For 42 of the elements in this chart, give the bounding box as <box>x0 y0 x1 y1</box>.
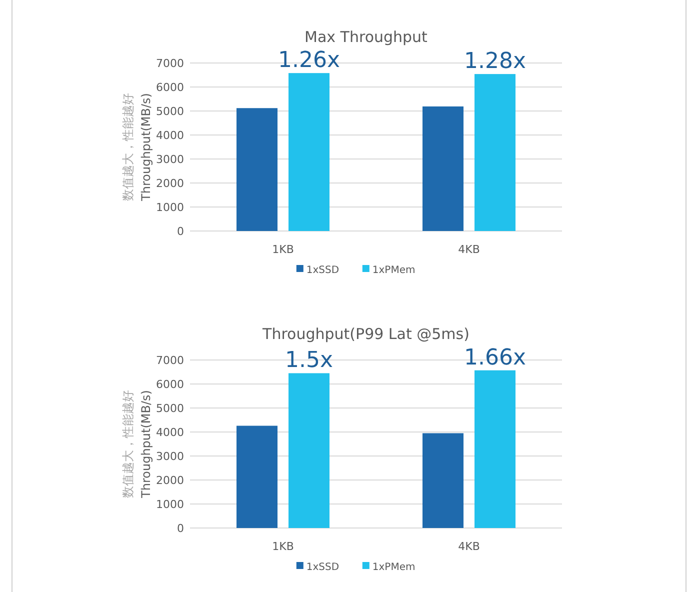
annotation: 1.5x <box>284 348 334 374</box>
legend-label: 1xPMem <box>372 265 416 276</box>
bar <box>236 108 278 231</box>
text: 数值越大，性能越好 <box>121 390 135 498</box>
chart-title: Throughput(P99 Lat @5ms) <box>262 325 470 343</box>
legend-label: 1xSSD <box>306 265 340 276</box>
y-tick-label: 6000 <box>156 378 184 391</box>
chart-title: Max Throughput <box>304 28 428 46</box>
y-tick-label: 0 <box>177 225 184 238</box>
x-tick-label: 4KB <box>458 243 480 256</box>
bar <box>288 373 330 528</box>
bar <box>288 73 330 231</box>
y-tick-label: 4000 <box>156 426 184 439</box>
legend-label: 1xSSD <box>306 562 340 573</box>
y-tick-label: 7000 <box>156 57 184 70</box>
annotation: 1.66x <box>464 345 526 370</box>
x-tick-label: 1KB <box>272 540 294 553</box>
bar <box>236 426 278 528</box>
y-tick-label: 3000 <box>156 450 184 463</box>
y-tick-label: 2000 <box>156 177 184 190</box>
y-tick-label: 0 <box>177 522 184 535</box>
y-tick-label: 6000 <box>156 81 184 94</box>
y-tick-label: 1000 <box>156 498 184 511</box>
annotation: 1.26x <box>278 48 340 74</box>
bar <box>474 370 516 528</box>
y-tick-label: 5000 <box>156 105 184 118</box>
y-tick-label: 2000 <box>156 474 184 487</box>
y-tick-label: 1000 <box>156 201 184 214</box>
y-axis-title: Throughput(MB/s) <box>139 93 153 202</box>
y-axis-title: Throughput(MB/s) <box>139 390 153 499</box>
text: 数值越大，性能越好 <box>121 93 135 201</box>
annotation: 1.28x <box>464 49 526 74</box>
legend-label: 1xPMem <box>372 562 416 573</box>
bar <box>422 106 464 231</box>
y-tick-label: 4000 <box>156 129 184 142</box>
x-tick-label: 1KB <box>272 243 294 256</box>
y-tick-label: 3000 <box>156 153 184 166</box>
y-tick-label: 7000 <box>156 354 184 367</box>
x-tick-label: 4KB <box>458 540 480 553</box>
y-tick-label: 5000 <box>156 402 184 415</box>
bar <box>422 433 464 528</box>
bar <box>474 74 516 231</box>
